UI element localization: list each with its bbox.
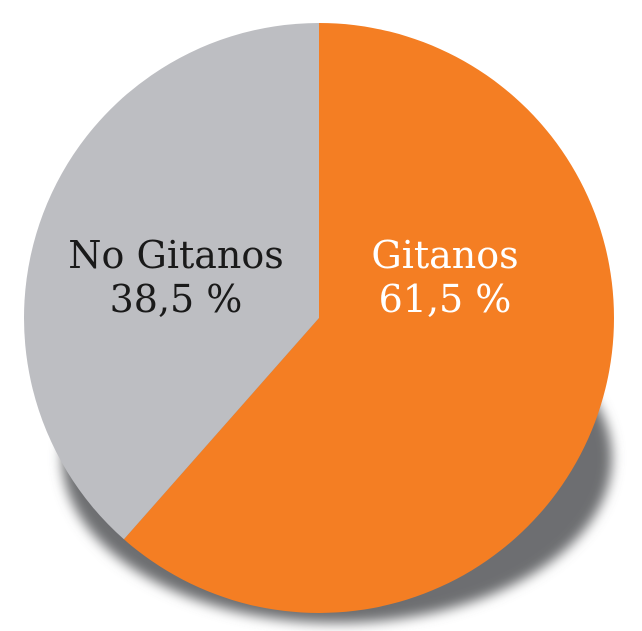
slice-label-gitanos: Gitanos	[371, 233, 518, 277]
pie-slice-gitanos	[123, 23, 615, 613]
slice-value-gitanos: 61,5 %	[379, 277, 512, 321]
pie-slice-no-gitanos	[23, 23, 319, 540]
slice-label-no-gitanos: No Gitanos	[68, 233, 284, 277]
slice-value-no-gitanos: 38,5 %	[110, 277, 243, 321]
